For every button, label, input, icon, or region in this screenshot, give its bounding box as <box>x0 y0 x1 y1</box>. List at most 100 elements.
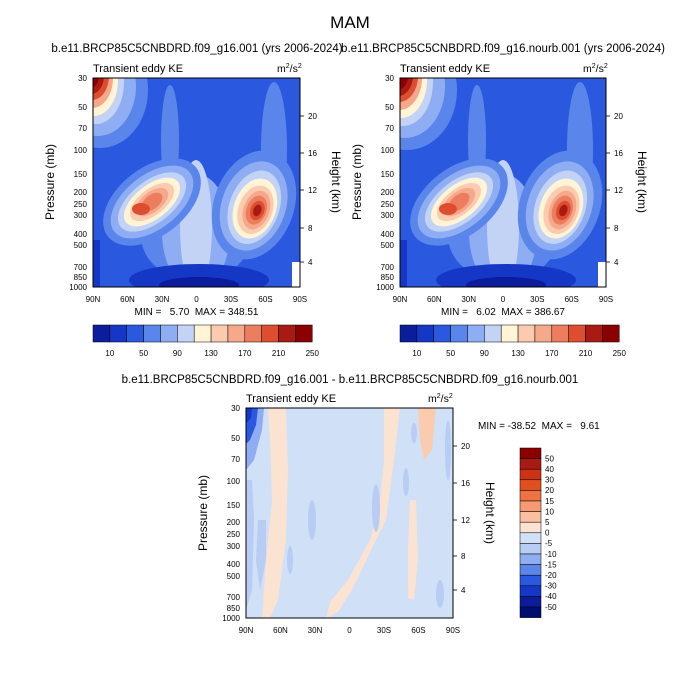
x-tick-label: 30N <box>308 626 323 635</box>
y-tick-label: 500 <box>227 572 241 581</box>
y-tick-label: 300 <box>381 211 395 220</box>
colorbar-box <box>160 324 178 343</box>
panel-p2-subtitle-left: Transient eddy KE <box>400 63 490 75</box>
panel-p2-plot <box>399 77 607 288</box>
panel-diff-x-axis: 90N 60N 30N 0 30S 60S 90S <box>239 626 460 635</box>
colorbar-label: 130 <box>511 349 525 358</box>
colorbar-label: 40 <box>545 465 554 474</box>
y-tick-label: 850 <box>381 273 395 282</box>
panel-p2-stats: MIN = 6.02 MAX = 386.67 <box>441 307 565 318</box>
panel-p2-title: b.e11.BRCP85C5CNBDRD.f09_g16.nourb.001 (… <box>341 43 665 55</box>
y-tick-label: 250 <box>74 200 88 209</box>
y2-tick-label: 16 <box>614 149 623 158</box>
panel-diff-right-axis: 4 8 12 16 20 Height (km) <box>453 442 497 595</box>
colorbar-box <box>467 324 485 343</box>
page-title: MAM <box>330 13 370 32</box>
x-tick-label: 60S <box>411 626 425 635</box>
colorbar-label: -50 <box>545 603 557 612</box>
colorbar-label: 20 <box>545 486 554 495</box>
panel-diff-plot <box>245 407 454 619</box>
colorbar-box <box>433 324 451 343</box>
colorbar-box <box>143 324 161 343</box>
colorbar-box <box>519 574 542 587</box>
panel-p2-colorbar: 10 50 90 130 170 210 250 <box>399 324 627 358</box>
colorbar-box <box>551 324 569 343</box>
colorbar-box <box>519 479 542 491</box>
panel-diff-stats: MIN = -38.52 MAX = 9.61 <box>478 421 600 432</box>
colorbar-box <box>519 511 542 523</box>
y2-tick-label: 20 <box>461 442 470 451</box>
y-tick-label: 150 <box>74 170 88 179</box>
y-tick-label: 400 <box>227 560 241 569</box>
panel-p1-left-axis: 30 50 70 100 150 200 250 300 400 500 700… <box>43 74 88 292</box>
y-tick-label: 30 <box>231 404 240 413</box>
colorbar-label: 130 <box>204 349 218 358</box>
x-tick-label: 30S <box>224 295 238 304</box>
y2-tick-label: 4 <box>614 258 619 267</box>
colorbar-box <box>519 468 542 481</box>
colorbar-label: 30 <box>545 476 554 485</box>
panel-p2-units: m2/s2 <box>583 63 608 75</box>
panel-p1: b.e11.BRCP85C5CNBDRD.f09_g16.001 (yrs 20… <box>43 43 343 358</box>
colorbar-box <box>519 596 542 608</box>
y-tick-label: 300 <box>74 211 88 220</box>
colorbar-box <box>517 324 536 343</box>
x-tick-label: 90N <box>239 626 254 635</box>
y-tick-label: 700 <box>74 263 88 272</box>
panel-diff-colorbar: 50 40 30 20 15 10 5 0 -5 -10 -15 -20 -30… <box>519 447 557 618</box>
colorbar-box <box>227 324 246 343</box>
y-tick-label: 500 <box>381 241 395 250</box>
panel-diff: b.e11.BRCP85C5CNBDRD.f09_g16.001 - b.e11… <box>122 374 600 635</box>
y-tick-label: 30 <box>78 74 87 83</box>
panel-diff-title: b.e11.BRCP85C5CNBDRD.f09_g16.001 - b.e11… <box>122 374 579 386</box>
y-tick-label: 200 <box>74 188 88 197</box>
y-tick-label: 250 <box>381 200 395 209</box>
colorbar-box <box>92 324 111 343</box>
x-tick-label: 90S <box>446 626 460 635</box>
y-tick-label: 30 <box>385 74 394 83</box>
y-tick-label: 300 <box>227 542 241 551</box>
panel-p2: b.e11.BRCP85C5CNBDRD.f09_g16.nourb.001 (… <box>341 43 665 358</box>
colorbar-label: 90 <box>173 349 182 358</box>
colorbar-label: -10 <box>545 550 557 559</box>
colorbar-label: 50 <box>446 349 455 358</box>
y2-tick-label: 8 <box>614 224 619 233</box>
x-tick-label: 0 <box>501 295 506 304</box>
colorbar-label: 50 <box>139 349 148 358</box>
y-tick-label: 100 <box>227 477 241 486</box>
y2-tick-label: 20 <box>308 112 317 121</box>
panel-diff-ylabel: Pressure (mb) <box>196 475 210 551</box>
y2-tick-label: 20 <box>614 112 623 121</box>
x-tick-label: 90N <box>393 295 408 304</box>
y-tick-label: 70 <box>231 455 240 464</box>
y-tick-label: 1000 <box>376 283 394 292</box>
colorbar-box <box>519 553 542 565</box>
y-tick-label: 70 <box>78 124 87 133</box>
colorbar-label: -20 <box>545 571 557 580</box>
y-tick-label: 500 <box>74 241 88 250</box>
panel-p1-stats: MIN = 5.70 MAX = 348.51 <box>135 307 259 318</box>
colorbar-box <box>602 324 620 343</box>
colorbar-label: 250 <box>613 349 627 358</box>
x-tick-label: 60S <box>565 295 579 304</box>
y-tick-label: 70 <box>385 124 394 133</box>
colorbar-box <box>126 324 144 343</box>
y-tick-label: 400 <box>381 230 395 239</box>
panel-diff-subtitle-left: Transient eddy KE <box>246 393 336 405</box>
x-tick-label: 0 <box>347 626 352 635</box>
colorbar-label: 170 <box>238 349 252 358</box>
colorbar-box <box>519 458 542 470</box>
colorbar-box <box>399 324 418 343</box>
panel-p1-colorbar: 10 50 90 130 170 210 250 <box>92 324 320 358</box>
x-tick-label: 30N <box>461 295 476 304</box>
colorbar-box <box>500 324 519 343</box>
x-tick-label: 30S <box>377 626 391 635</box>
colorbar-box <box>210 324 229 343</box>
panel-p2-x-axis: 90N 60N 30N 0 30S 60S 90S <box>393 295 613 304</box>
x-tick-label: 30S <box>530 295 544 304</box>
x-tick-label: 0 <box>194 295 199 304</box>
colorbar-box <box>261 324 279 343</box>
colorbar-box <box>278 324 296 343</box>
colorbar-box <box>450 324 468 343</box>
colorbar-label: 250 <box>306 349 320 358</box>
